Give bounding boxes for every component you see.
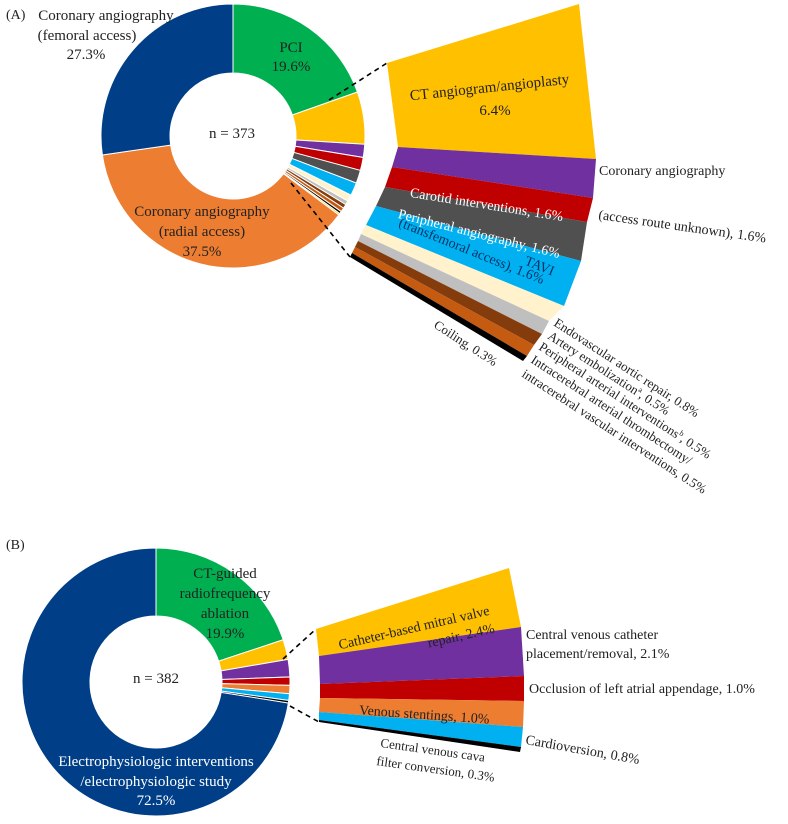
connectors-a	[290, 62, 388, 258]
panel-b-label: (B)	[6, 538, 25, 553]
center-a: n = 373	[209, 126, 255, 142]
breakout-a-evar	[361, 225, 564, 321]
label-b-cardio: Cardioversion, 0.8%	[524, 733, 641, 768]
donutA-slice-coronary-angiography-radial-access	[101, 144, 340, 269]
donutA-slice-coronary-angiography-femoral-access	[100, 3, 234, 156]
label-b-laa: Occlusion of left atrial appendage, 1.0%	[529, 682, 755, 697]
label-b-rfa-1: CT-guided	[193, 566, 257, 582]
panel-b: (B) CT-guided radiofrequency ablation 19…	[6, 538, 755, 817]
label-a-ct-pct: 6.4%	[479, 103, 510, 119]
breakout-b-cardioversion	[319, 712, 523, 747]
panel-a-label: (A)	[6, 8, 26, 23]
donut-b	[21, 547, 291, 817]
breakout-b-venous	[319, 698, 524, 727]
breakout-a-tavi	[366, 206, 581, 306]
donutB-subslice-central-venous-cava-filter-conversion	[220, 690, 290, 704]
label-b-cvc-1: Central venous catheter	[526, 628, 659, 643]
donutA-subslice-coiling	[283, 171, 342, 215]
breakout-b-laa	[320, 676, 524, 701]
label-a-coronary-unknown-2: (access route unknown), 1.6%	[597, 208, 767, 246]
breakout-a-peripheral-angio	[376, 187, 587, 261]
label-a-pci-pct: 19.6%	[272, 59, 311, 75]
connector-a-bottom	[290, 182, 351, 258]
donut-a	[100, 3, 366, 269]
breakout-b-mitral	[316, 568, 521, 656]
label-b-ep-2: /electrophysiologic study	[80, 774, 232, 790]
donutB-slice-electrophysiologic-interventions-electro	[21, 547, 289, 817]
bar-of-pie-a	[350, 4, 596, 361]
label-b-cvc-2: placement/removal, 2.1%	[526, 647, 670, 662]
label-a-pci: PCI	[279, 40, 302, 56]
connector-a-top	[328, 62, 388, 101]
breakout-a-artery-embolization	[358, 234, 549, 334]
breakout-a-ct-angiogram	[387, 4, 596, 159]
label-a-radial-2: (radial access)	[159, 224, 245, 240]
label-a-femoral-2: (femoral access)	[38, 28, 137, 44]
connector-b-bottom	[289, 705, 320, 723]
label-b-ep-pct: 72.5%	[137, 793, 176, 809]
breakout-a-peripheral-arterial	[355, 241, 542, 345]
breakout-a-coiling	[350, 253, 527, 361]
panel-a: (A) Coronary angiography (femoral access…	[6, 3, 767, 497]
donutB-slice-ct-guided-radiofrequency-ablation	[155, 547, 284, 662]
breakout-b-filter	[319, 720, 521, 752]
label-a-artery-sup: a	[637, 385, 645, 395]
center-b: n = 382	[133, 671, 179, 687]
label-a-femoral-pct: 27.3%	[67, 47, 106, 63]
connectors-b	[282, 628, 320, 723]
donutA-slice-pci	[232, 3, 359, 116]
label-b-rfa-pct: 19.9%	[206, 626, 245, 642]
bar-of-pie-b	[316, 568, 524, 752]
label-a-radial-pct: 37.5%	[183, 244, 222, 260]
breakout-a-carotid	[385, 167, 593, 222]
label-a-pai-sup: b	[678, 429, 686, 439]
label-b-rfa-3: ablation	[201, 606, 250, 622]
label-a-femoral-1: Coronary angiography	[38, 8, 174, 24]
label-a-coronary-unknown-1: Coronary angiography	[599, 164, 725, 179]
breakout-b-cvc	[319, 627, 524, 684]
label-a-radial-1: Coronary angiography	[134, 204, 270, 220]
connector-b-top	[282, 628, 317, 660]
label-b-ep-1: Electrophysiologic interventions	[58, 754, 254, 770]
breakout-a-intracerebral	[352, 247, 534, 356]
label-b-rfa-2: radiofrequency	[180, 586, 271, 602]
breakout-a-coronary-unknown	[392, 147, 596, 198]
